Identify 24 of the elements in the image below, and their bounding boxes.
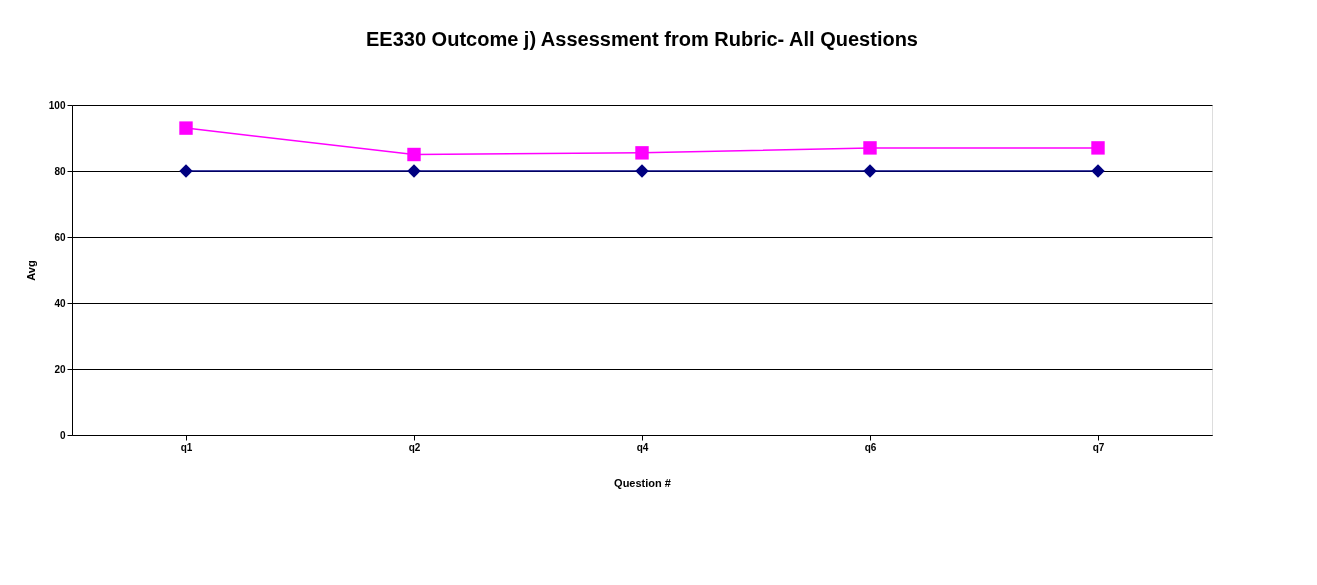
- y-tick-label: 60: [54, 231, 66, 243]
- x-axis-title: Question #: [614, 476, 671, 489]
- y-axis-title: Avg: [24, 260, 37, 281]
- point: [635, 146, 649, 160]
- chart-title: EE330 Outcome j) Assessment from Rubric- All Questions: [366, 28, 918, 50]
- y-tick-label: 20: [54, 363, 66, 375]
- x-tick-label: q2: [408, 441, 421, 453]
- point: [407, 147, 421, 162]
- point: [1091, 164, 1105, 178]
- point: [407, 164, 421, 178]
- point: [179, 121, 193, 135]
- point: [179, 164, 193, 178]
- x-tick-label: q6: [864, 441, 877, 453]
- point: [1091, 141, 1105, 155]
- x-tick-label: q7: [1092, 441, 1105, 453]
- y-tick-label: 100: [48, 99, 66, 111]
- point: [863, 164, 877, 178]
- point: [635, 164, 649, 178]
- x-tick-label: q1: [180, 441, 193, 453]
- y-tick-label: 80: [54, 165, 66, 177]
- y-tick-label: 40: [54, 297, 66, 309]
- y-tick-label: 0: [59, 429, 66, 441]
- x-tick-label: q4: [636, 441, 649, 453]
- point: [863, 141, 877, 155]
